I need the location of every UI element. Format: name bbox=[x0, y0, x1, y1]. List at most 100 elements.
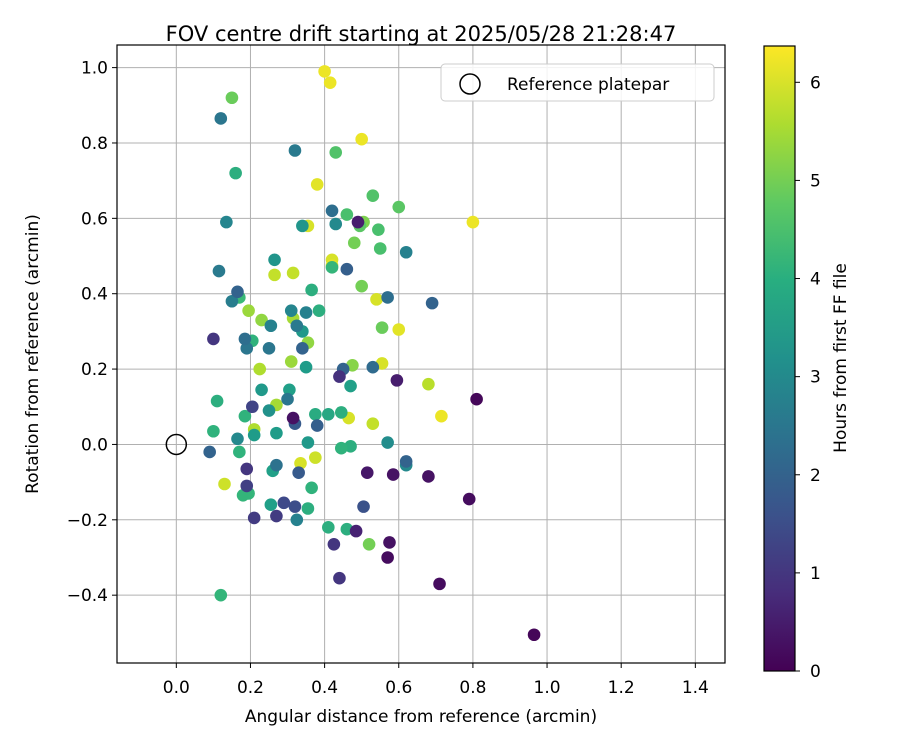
scatter-point bbox=[233, 445, 246, 459]
scatter-point bbox=[210, 394, 224, 408]
y-tick-label: 0.4 bbox=[81, 285, 108, 305]
scatter-point bbox=[305, 283, 318, 297]
scatter-point bbox=[329, 146, 343, 159]
scatter-point bbox=[270, 509, 283, 523]
x-axis-ticks: 0.0 0.2 0.4 0.6 0.8 1.0 1.2 1.4 bbox=[163, 663, 709, 698]
scatter-point bbox=[264, 319, 278, 333]
scatter-point bbox=[318, 65, 331, 78]
x-tick-label: 0.6 bbox=[385, 678, 412, 698]
scatter-point bbox=[290, 319, 304, 333]
scatter-point bbox=[238, 409, 252, 423]
scatter-point bbox=[386, 468, 400, 481]
scatter-point bbox=[240, 479, 254, 493]
scatter-point bbox=[218, 477, 231, 491]
scatter-point bbox=[355, 132, 368, 146]
scatter-point bbox=[470, 392, 483, 406]
y-tick-label: −0.4 bbox=[67, 586, 108, 606]
colorbar-tick-label: 5 bbox=[810, 171, 821, 191]
scatter-point bbox=[334, 441, 348, 455]
grid bbox=[117, 45, 725, 663]
colorbar-tick-label: 1 bbox=[810, 564, 821, 584]
y-tick-label: 0.6 bbox=[81, 209, 108, 229]
scatter-point bbox=[268, 268, 281, 282]
scatter-point bbox=[214, 112, 228, 125]
y-axis-ticks: −0.4 −0.2 0.0 0.2 0.4 0.6 0.8 1.0 bbox=[67, 59, 117, 606]
scatter-point bbox=[422, 470, 435, 483]
scatter-point bbox=[288, 144, 302, 157]
legend: Reference platepar bbox=[440, 63, 715, 102]
scatter-point bbox=[284, 304, 298, 317]
scatter-point bbox=[270, 426, 283, 440]
plot-frame bbox=[116, 44, 726, 664]
scatter-point bbox=[325, 261, 339, 274]
scatter-point bbox=[255, 383, 268, 397]
scatter-point bbox=[301, 502, 315, 515]
scatter-point bbox=[422, 377, 435, 391]
scatter-point bbox=[466, 215, 480, 229]
scatter-point bbox=[362, 537, 376, 551]
reference-platepar-marker bbox=[165, 433, 188, 456]
scatter-point bbox=[238, 332, 252, 346]
y-tick-label: −0.2 bbox=[67, 511, 108, 531]
legend-label-reference-platepar: Reference platepar bbox=[507, 75, 669, 95]
scatter-point bbox=[281, 392, 294, 406]
scatter-point bbox=[309, 451, 322, 464]
scatter-point bbox=[390, 374, 404, 387]
scatter-point bbox=[399, 455, 413, 468]
scatter-point bbox=[327, 537, 341, 551]
scatter-point bbox=[296, 219, 309, 233]
y-tick-label: 0.0 bbox=[81, 435, 108, 455]
colorbar-tick-label: 3 bbox=[810, 368, 821, 388]
scatter-point bbox=[231, 432, 244, 446]
scatter-point bbox=[299, 360, 313, 374]
scatter-point bbox=[207, 424, 220, 438]
scatter-point bbox=[355, 279, 368, 293]
legend-reference-marker bbox=[459, 73, 481, 95]
scatter-point bbox=[305, 481, 318, 495]
scatter-point bbox=[322, 407, 335, 421]
scatter-point bbox=[527, 628, 541, 642]
scatter-point bbox=[290, 513, 304, 527]
colorbar-ticks: 0 1 2 3 4 5 6 bbox=[795, 73, 821, 682]
colorbar-frame bbox=[763, 45, 796, 672]
scatter-point bbox=[262, 404, 276, 417]
scatter-point bbox=[381, 551, 394, 564]
scatter-point bbox=[322, 521, 335, 534]
scatter-point bbox=[292, 466, 305, 480]
scatter-point bbox=[225, 294, 239, 308]
scatter-point bbox=[349, 524, 363, 538]
scatter-point bbox=[220, 215, 233, 229]
scatter-point bbox=[203, 445, 216, 459]
scatter-point bbox=[340, 262, 354, 276]
colorbar-tick-label: 2 bbox=[810, 466, 821, 486]
scatter-point bbox=[435, 409, 448, 423]
scatter-point bbox=[253, 362, 267, 376]
colorbar-gradient bbox=[764, 46, 795, 671]
scatter-points bbox=[203, 65, 541, 642]
scatter-point bbox=[333, 370, 346, 383]
scatter-point bbox=[301, 436, 315, 449]
scatter-point bbox=[242, 304, 255, 317]
scatter-point bbox=[372, 223, 385, 236]
x-tick-label: 1.2 bbox=[608, 678, 635, 698]
scatter-point bbox=[294, 456, 307, 470]
scatter-point bbox=[268, 253, 281, 267]
colorbar-tick-label: 6 bbox=[810, 73, 821, 93]
scatter-point bbox=[207, 332, 220, 346]
x-axis-label: Angular distance from reference (arcmin) bbox=[245, 707, 597, 727]
scatter-point bbox=[462, 492, 476, 506]
reference-marker-group bbox=[165, 433, 188, 456]
scatter-point bbox=[240, 462, 254, 476]
scatter-point bbox=[347, 236, 361, 250]
scatter-point bbox=[357, 500, 370, 513]
scatter-point bbox=[310, 419, 324, 432]
y-axis-label: Rotation from reference (arcmin) bbox=[23, 214, 43, 494]
scatter-point bbox=[312, 304, 326, 317]
scatter-point bbox=[283, 383, 296, 397]
scatter-point bbox=[284, 355, 298, 368]
scatter-point bbox=[375, 321, 389, 334]
scatter-point bbox=[344, 379, 357, 393]
scatter-point bbox=[325, 204, 339, 218]
scatter-point bbox=[333, 571, 346, 585]
